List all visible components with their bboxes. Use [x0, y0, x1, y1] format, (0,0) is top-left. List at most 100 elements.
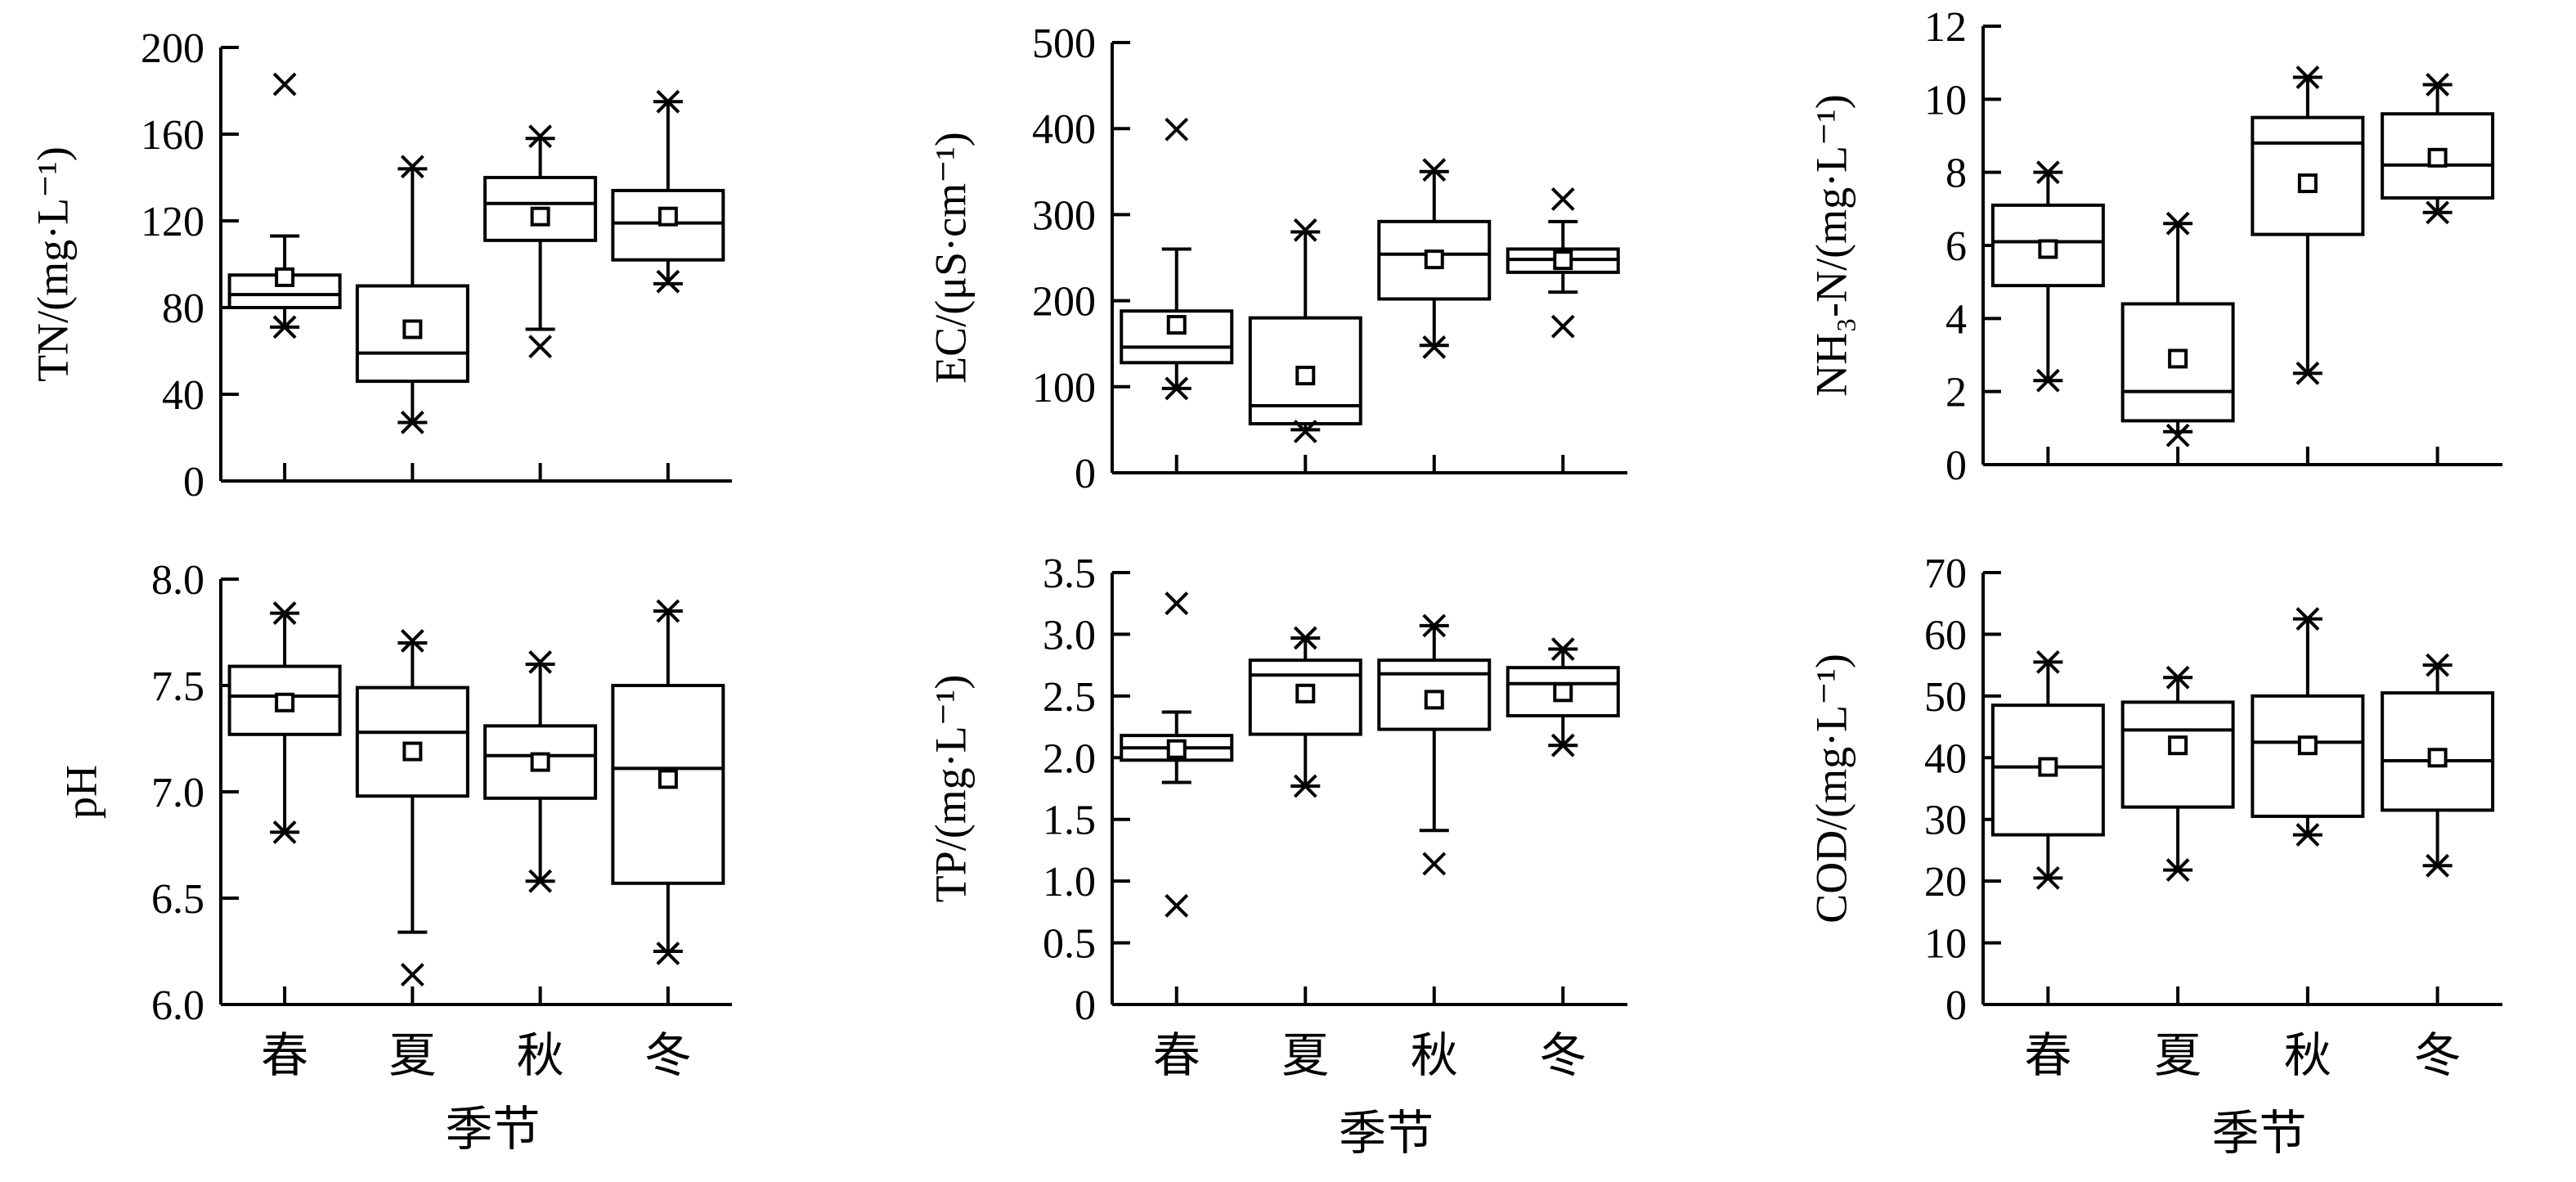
y-tick-label: 1.0 — [1043, 859, 1096, 906]
outlier-marker — [2165, 423, 2190, 447]
box-冬 — [611, 89, 725, 294]
outlier-stroke — [400, 155, 424, 179]
outlier-marker — [400, 963, 424, 987]
outlier-marker — [2165, 211, 2190, 236]
outlier-stroke — [1293, 626, 1317, 650]
outlier-stroke — [528, 869, 553, 893]
box-秋 — [2251, 65, 2365, 385]
mean-marker — [1553, 250, 1573, 271]
outlier-stroke — [528, 335, 553, 359]
y-tick-label: 0.5 — [1043, 921, 1096, 968]
outlier-stroke — [2165, 665, 2190, 690]
box-春 — [1120, 117, 1234, 401]
outlier-marker — [528, 124, 553, 149]
x-tick-label: 夏 — [388, 1029, 436, 1082]
box-春 — [1120, 591, 1234, 918]
outlier-stroke — [2426, 853, 2450, 878]
panel-6: 0 10 20 30 40 50 60 70 春 夏 秋 冬 COD/(mg·L⁻¹) 季节 — [1806, 551, 2502, 1160]
panel-2: 0 100 200 300 400 500 EC/(μS·cm⁻¹) — [926, 20, 1627, 497]
x-tick-label: 秋 — [1411, 1029, 1458, 1082]
mean-marker — [1553, 682, 1573, 703]
mean-marker — [1424, 249, 1444, 270]
y-tick-label: 0 — [1945, 982, 1967, 1029]
iqr-box — [2251, 694, 2365, 818]
outlier-marker — [1422, 613, 1447, 638]
outlier-stroke — [2296, 823, 2320, 847]
outlier-marker — [2296, 823, 2320, 847]
box-秋 — [483, 649, 598, 893]
outlier-stroke — [2426, 200, 2450, 225]
panel-5: 0 0.5 1.0 1.5 2.0 2.5 3.0 3.5 春 夏 秋 冬 TP/(mg·L⁻¹) 季节 — [926, 551, 1627, 1160]
outlier-marker — [1551, 637, 1575, 661]
outlier-stroke — [656, 89, 680, 114]
mean-marker — [1295, 366, 1316, 386]
iqr-box — [483, 176, 598, 242]
outlier-marker — [2165, 858, 2190, 882]
outlier-stroke — [1551, 187, 1575, 211]
outlier-stroke — [1165, 591, 1189, 616]
y-tick-label: 0 — [1945, 443, 1967, 489]
outlier-marker — [2296, 607, 2320, 631]
mean-marker — [2168, 735, 2188, 756]
y-tick-label: 300 — [1032, 192, 1096, 239]
outlier-marker — [1293, 774, 1317, 798]
outlier-marker — [1551, 733, 1575, 757]
outlier-marker — [272, 72, 297, 97]
outlier-marker — [656, 269, 680, 294]
outlier-marker — [2035, 368, 2060, 393]
x-tick-label: 春 — [261, 1029, 308, 1082]
y-tick-label: 4 — [1945, 296, 1967, 343]
outlier-stroke — [2296, 361, 2320, 385]
outlier-marker — [2426, 73, 2450, 97]
mean-marker — [2297, 735, 2318, 756]
outlier-stroke — [528, 124, 553, 149]
box-冬 — [2381, 653, 2495, 878]
outlier-marker — [272, 601, 297, 626]
outlier-marker — [2035, 649, 2060, 674]
y-tick-label: 10 — [1924, 921, 1967, 968]
mean-marker — [657, 769, 678, 789]
y-tick-label: 6.0 — [151, 982, 204, 1029]
box-夏 — [1248, 626, 1362, 798]
outlier-marker — [656, 89, 680, 114]
outlier-marker — [1165, 893, 1189, 918]
box-夏 — [355, 628, 469, 987]
mean-marker — [657, 206, 678, 227]
outlier-marker — [1551, 314, 1575, 339]
y-tick-label: 7.0 — [151, 770, 204, 816]
y-tick-label: 70 — [1924, 551, 1967, 597]
y-tick-label: 0 — [1075, 451, 1096, 497]
outlier-marker — [2165, 665, 2190, 690]
outlier-stroke — [1293, 774, 1317, 798]
outlier-stroke — [272, 601, 297, 626]
outlier-marker — [1551, 187, 1575, 211]
y-tick-label: 7.5 — [151, 663, 204, 710]
outlier-marker — [400, 155, 424, 179]
outlier-stroke — [1422, 613, 1447, 638]
outlier-marker — [400, 628, 424, 653]
y-tick-label: 60 — [1924, 612, 1967, 658]
outlier-marker — [1165, 591, 1189, 616]
y-tick-label: 200 — [141, 25, 204, 72]
box-夏 — [1248, 218, 1362, 443]
box-冬 — [1506, 187, 1620, 339]
y-tick-label: 160 — [141, 112, 204, 159]
outlier-marker — [2426, 200, 2450, 225]
outlier-stroke — [272, 820, 297, 844]
y-tick-label: 12 — [1924, 4, 1967, 51]
outlier-marker — [1422, 852, 1447, 876]
outlier-marker — [1293, 626, 1317, 650]
y-tick-label: 80 — [162, 285, 204, 332]
outlier-marker — [656, 599, 680, 623]
x-axis-label: 季节 — [2211, 1107, 2306, 1160]
outlier-marker — [2426, 853, 2450, 878]
mean-marker — [402, 319, 423, 339]
mean-marker — [530, 206, 550, 227]
y-axis-label: TN/(mg·L⁻¹) — [28, 146, 77, 382]
x-axis-label: 季节 — [1339, 1107, 1434, 1160]
y-tick-label: 20 — [1924, 859, 1967, 906]
y-tick-label: 2.0 — [1043, 735, 1096, 782]
y-tick-label: 3.0 — [1043, 612, 1096, 658]
outlier-marker — [272, 315, 297, 339]
outlier-stroke — [656, 269, 680, 294]
